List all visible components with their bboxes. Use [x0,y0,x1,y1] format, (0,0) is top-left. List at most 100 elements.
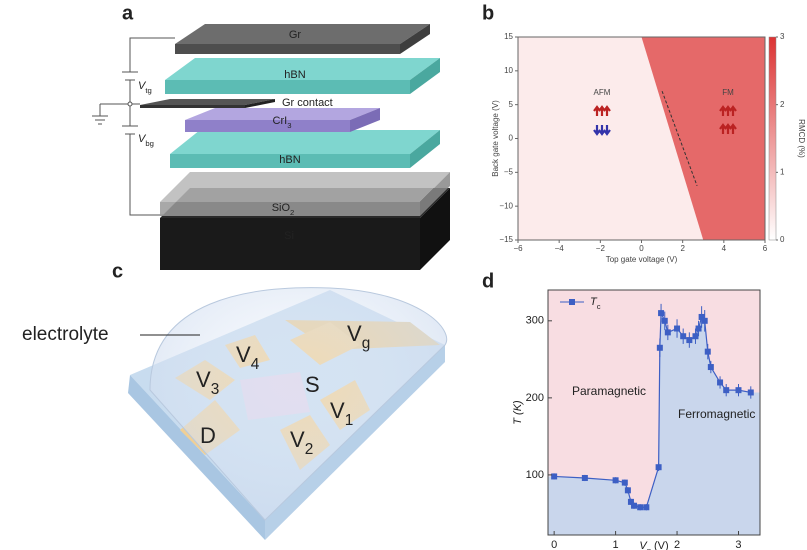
pad-label-main: V [290,427,305,452]
y-axis-title: T (K) [512,400,524,425]
pad-label: S [305,372,320,397]
layer-label-main: CrI [273,115,288,127]
chart-d: ParamagneticFerromagnetic0123100200300Vg… [512,290,760,550]
gate-label-sub: bg [145,139,154,148]
marker [551,473,557,479]
marker [748,389,754,395]
layer-front [165,80,410,94]
pad-label-main: V [236,342,251,367]
x-axis-title-rest: (V) [651,540,669,550]
layer-label: hBN [284,69,305,81]
x-tick-label: 4 [722,244,727,253]
layer [140,99,275,108]
y-tick-label: −5 [504,167,514,176]
marker [735,387,741,393]
annotation: Ferromagnetic [678,407,755,421]
layer-label: hBN [279,154,300,166]
marker [692,333,698,339]
y-tick-label: 200 [526,392,544,404]
layer-front [175,44,400,54]
marker [686,337,692,343]
pad-label-sub: g [362,335,371,352]
marker [723,387,729,393]
layer-top [170,130,440,154]
y-tick-label: −10 [499,201,513,210]
marker [658,310,664,316]
layer-label-sub: 2 [290,208,294,217]
x-tick-label: 2 [674,539,680,550]
colorbar-title: RMCD (%) [797,119,806,158]
panel-label: b [482,2,494,24]
pad-label-sub: 1 [345,412,354,429]
marker [674,326,680,332]
colorbar-tick-label: 1 [780,167,785,176]
marker [696,326,702,332]
gate-label-sub: tg [145,86,151,95]
colorbar-tick-label: 0 [780,235,785,244]
layer-label-sub: 3 [287,121,291,130]
x-axis-title: Vg (V) [639,540,668,550]
legend-label-sub: c [597,302,601,311]
y-tick-label: 5 [509,100,514,109]
region-label: FM [722,88,734,97]
colorbar-tick-label: 3 [780,32,785,41]
marker [665,329,671,335]
layer-top [175,24,430,44]
layer-label-main: SiO [272,202,291,214]
y-tick-label: 15 [504,32,513,41]
annotation: Paramagnetic [572,384,646,398]
x-tick-label: 3 [735,539,741,550]
marker [702,318,708,324]
x-tick-label: 0 [551,539,557,550]
x-tick-label: 1 [613,539,619,550]
marker [705,349,711,355]
layer-top [160,172,450,202]
x-tick-label: −6 [513,244,523,253]
marker [643,504,649,510]
figure: a b c d GrhBNCrI3hBNSiO2SiGr contactVtgV… [0,0,807,550]
marker [631,503,637,509]
gate-label: Vtg [138,80,152,95]
pad-label-main: V [330,398,345,423]
layer [170,130,440,168]
marker [657,345,663,351]
y-tick-label: 10 [504,66,513,75]
y-tick-label: 0 [509,134,514,143]
marker [622,480,628,486]
x-tick-label: 6 [763,244,768,253]
y-tick-label: 300 [526,315,544,327]
circuit [92,38,175,215]
contact-label: Gr contact [282,97,333,109]
marker [717,379,723,385]
x-axis-title: Top gate voltage (V) [606,255,678,264]
layer-label: Gr [289,29,302,41]
marker [656,464,662,470]
pad-label: D [200,423,216,448]
colorbar-tick-label: 2 [780,100,785,109]
gate-label: Vbg [138,133,154,148]
layer-front [140,105,245,108]
pad-label-sub: 2 [305,441,314,458]
marker [708,364,714,370]
y-tick-label: −15 [499,235,513,244]
marker [613,477,619,483]
legend-marker [569,299,575,305]
electrolyte-label: electrolyte [22,324,109,345]
layer-front [160,218,420,270]
layer [160,172,450,216]
panel-label: a [122,2,134,24]
x-tick-label: 2 [680,244,685,253]
pad-label-main: V [196,367,211,392]
panel-label: c [112,260,123,282]
device [128,288,447,540]
colorbar [769,37,776,240]
layer-front [185,120,350,132]
marker [582,475,588,481]
region-label: AFM [594,88,611,97]
x-tick-label: −4 [555,244,565,253]
panel-label: d [482,270,494,292]
marker [680,333,686,339]
marker [637,504,643,510]
